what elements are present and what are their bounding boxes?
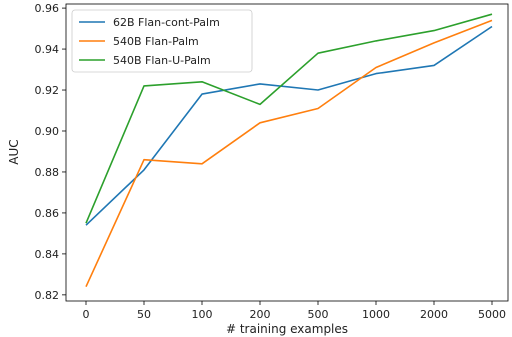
- y-axis: 0.82 0.84 0.86 0.88 0.90 0.92 0.94 0.96: [35, 2, 66, 302]
- x-tick-label: 50: [137, 308, 151, 321]
- x-axis-label: # training examples: [226, 322, 348, 336]
- y-tick-label: 0.86: [35, 207, 60, 220]
- series-line-1: [85, 25, 493, 226]
- series-line-2: [85, 19, 493, 288]
- y-tick-label: 0.96: [35, 2, 60, 15]
- series-lines: [85, 13, 493, 288]
- x-axis: 0 50 100 200 500 1000 2000 5000: [83, 301, 506, 321]
- x-tick-label: 200: [250, 308, 271, 321]
- series-line-3: [85, 13, 493, 224]
- y-axis-label: AUC: [7, 139, 21, 164]
- y-tick-label: 0.84: [35, 248, 60, 261]
- y-tick-label: 0.90: [35, 125, 60, 138]
- legend-box: [71, 9, 253, 73]
- y-tick-label: 0.82: [35, 289, 60, 302]
- y-tick-label: 0.94: [35, 43, 60, 56]
- y-tick-label: 0.88: [35, 166, 60, 179]
- legend-label: 62B Flan-cont-Palm: [113, 16, 220, 29]
- x-tick-label: 0: [83, 308, 90, 321]
- x-tick-label: 5000: [478, 308, 506, 321]
- x-tick-label: 1000: [362, 308, 390, 321]
- x-tick-label: 100: [192, 308, 213, 321]
- legend: 62B Flan-cont-Palm 540B Flan-Palm 540B Fla…: [71, 9, 253, 73]
- y-tick-label: 0.92: [35, 84, 60, 97]
- x-tick-label: 2000: [420, 308, 448, 321]
- legend-label: 540B Flan-Palm: [113, 35, 199, 48]
- x-tick-label: 500: [308, 308, 329, 321]
- legend-label: 540B Flan-U-Palm: [113, 54, 211, 67]
